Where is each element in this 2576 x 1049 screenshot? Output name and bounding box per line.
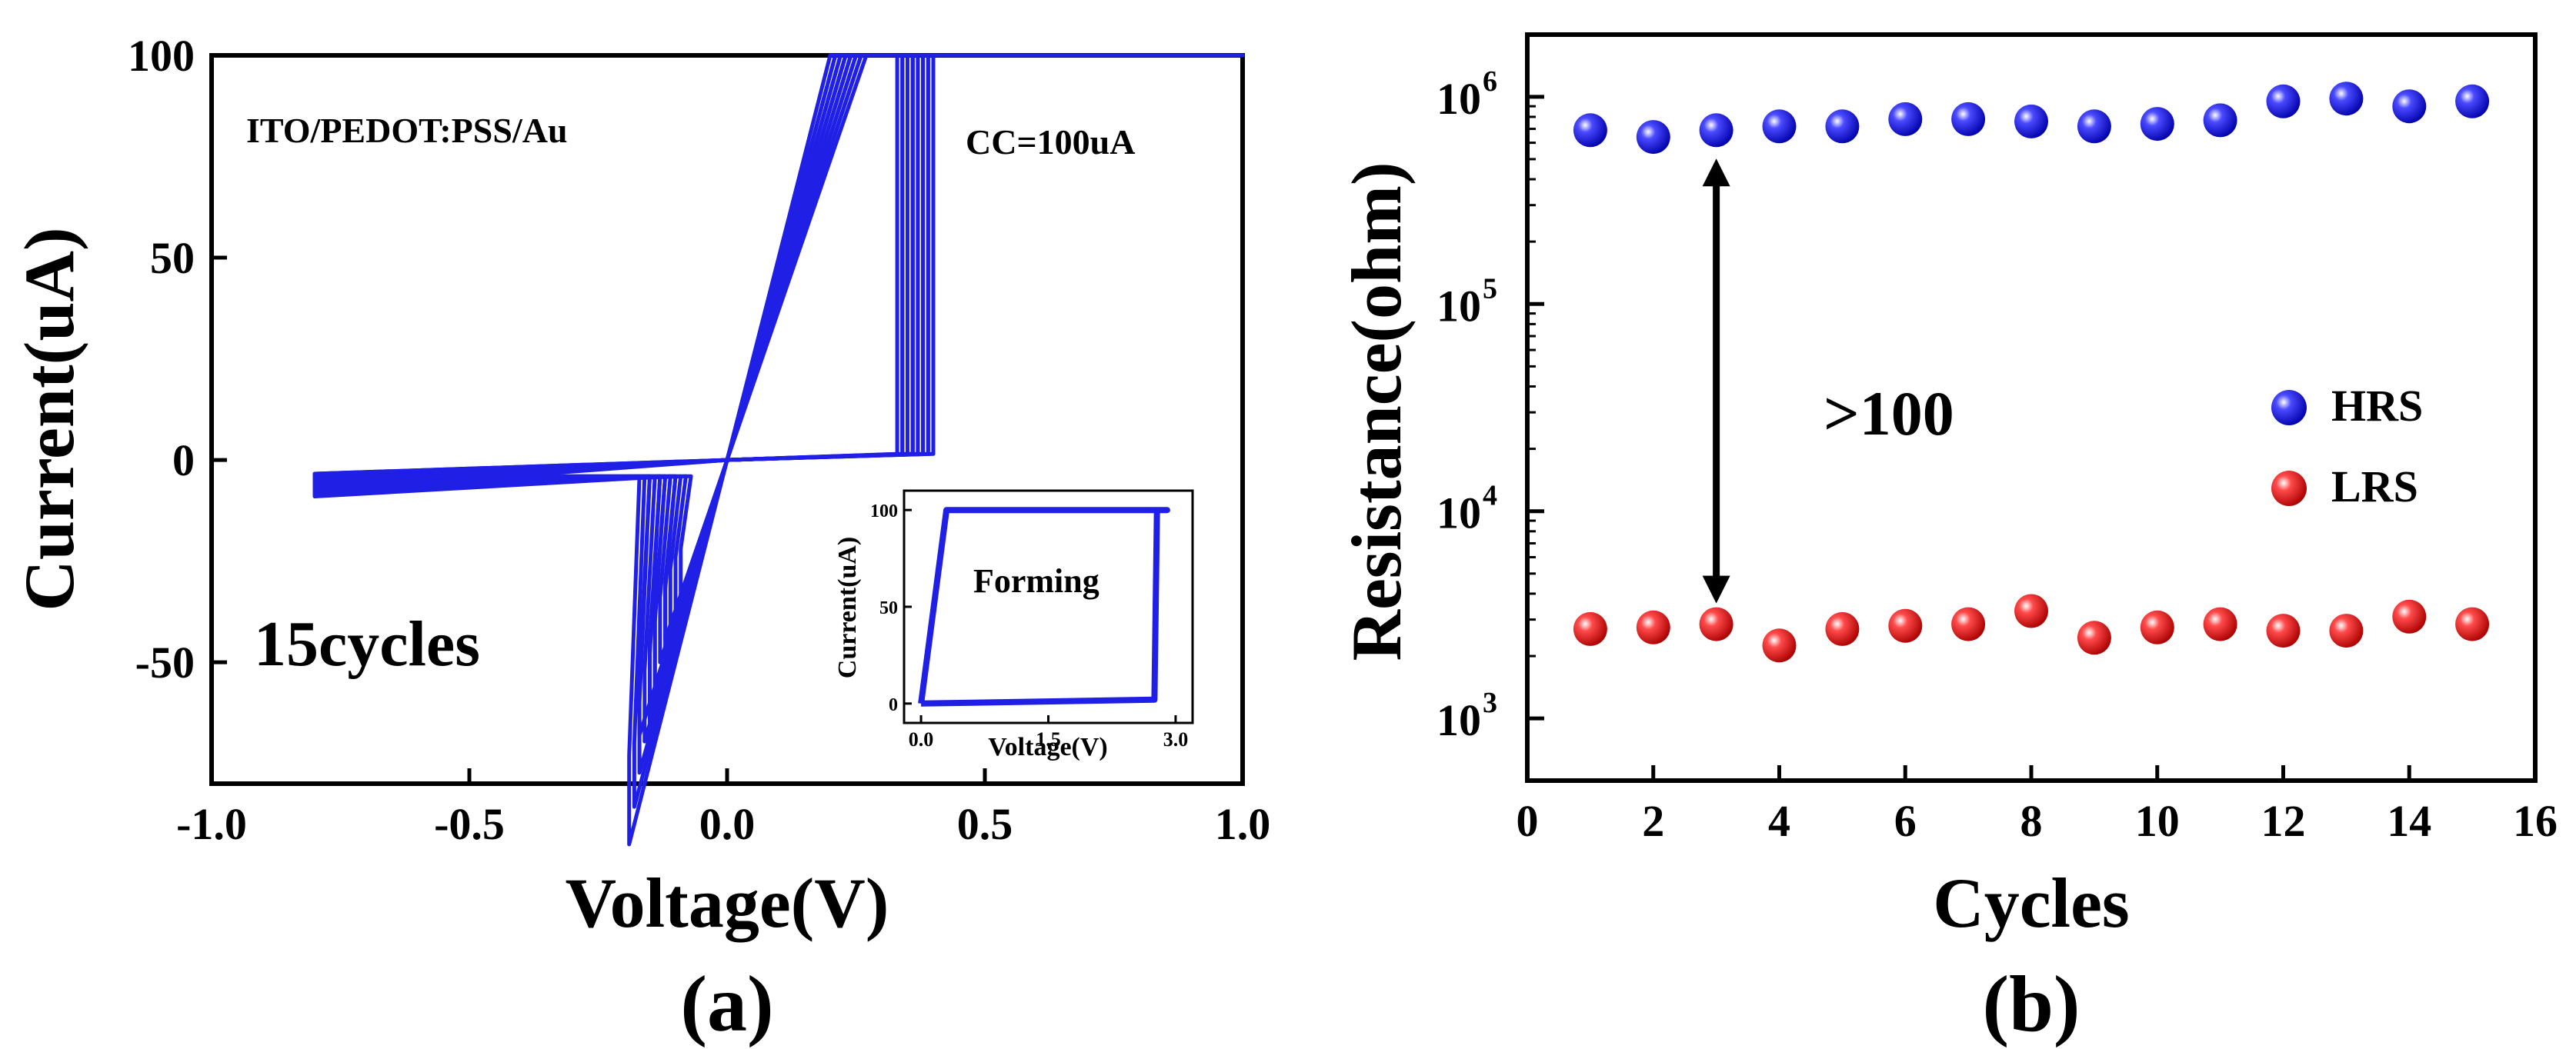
inset-y-axis-label: Current(uA) [833,537,862,678]
y-tick-label-a: 0 [172,435,195,485]
point-hrs [1573,113,1607,148]
point-hrs [2077,109,2111,144]
point-lrs [1636,610,1670,644]
inset-x-tick-label: 3.0 [1163,728,1189,751]
y-tick-exponent-b: 5 [1483,272,1497,305]
point-lrs [2140,610,2174,644]
x-tick-label-b: 8 [2020,796,2043,846]
y-tick-label-b: 10 [1436,695,1481,745]
iv-cycle-curve [312,53,1245,649]
point-hrs [1636,120,1670,155]
legend-label-hrs: HRS [2331,381,2423,431]
x-tick-label-b: 2 [1642,796,1664,846]
y-tick-label-b: 10 [1436,488,1481,538]
point-hrs [1699,113,1733,148]
legend-label-lrs: LRS [2331,461,2418,511]
x-tick-label-b: 6 [1894,796,1917,846]
point-lrs [1825,611,1860,646]
point-lrs [1888,608,1923,643]
inset-x-axis-label: Voltage(V) [988,733,1108,761]
x-tick-label-a: -0.5 [434,799,505,849]
point-lrs [1699,607,1733,641]
compliance-annotation: CC=100uA [966,122,1135,162]
iv-cycle-curve [312,53,1245,847]
x-tick-label-a: 0.0 [699,799,756,849]
panel-label-b: (b) [1982,960,2080,1048]
device-annotation: ITO/PEDOT:PSS/Au [246,111,568,150]
point-hrs [2140,107,2174,142]
y-tick-label-b: 10 [1436,74,1481,124]
x-tick-label-b: 12 [2261,796,2306,846]
point-lrs [2455,607,2490,641]
point-lrs [2392,599,2427,634]
x-tick-label-b: 16 [2513,796,2558,846]
y-tick-label-a: 100 [128,31,195,81]
x-tick-label-b: 4 [1768,796,1790,846]
cycles-annotation: 15cycles [254,608,480,680]
y-tick-exponent-b: 4 [1483,480,1497,512]
legend-marker-lrs [2271,471,2307,506]
point-hrs [2455,84,2490,118]
x-tick-label-b: 14 [2387,796,2431,846]
inset-x-tick-label: 0.0 [909,728,934,751]
iv-cycle-curve [312,53,1245,726]
point-lrs [2014,594,2048,628]
point-lrs [2266,614,2301,648]
panel-label-a: (a) [680,960,773,1048]
y-axis-label-a: Current(uA) [10,227,88,611]
point-lrs [2203,607,2237,641]
x-tick-label-b: 10 [2135,796,2180,846]
point-hrs [1888,102,1923,136]
legend-marker-hrs [2271,390,2307,425]
y-axis-label-b: Resistance(ohm) [1337,162,1416,661]
point-lrs [2329,614,2364,648]
point-hrs [1951,102,1986,136]
x-tick-label-a: 1.0 [1215,799,1271,849]
inset-frame [903,489,1194,724]
iv-cycle-curve [312,53,1245,732]
point-hrs [2014,104,2048,138]
y-tick-label-b: 10 [1436,281,1481,331]
ratio-annotation: >100 [1824,378,1954,448]
legend: HRS LRS [2271,381,2423,511]
point-hrs [1825,109,1860,144]
inset-title: Forming [973,562,1099,600]
inset-chart: 0.0 1.5 3.0 0 50 100 Forming Voltage(V) Curr… [833,489,1194,761]
point-hrs [2329,82,2364,116]
y-tick-label-a: 50 [150,233,195,283]
y-tick-exponent-b: 6 [1483,65,1497,98]
x-tick-label-a: 0.5 [957,799,1013,849]
x-tick-label-b: 0 [1517,796,1539,846]
forming-curve [918,507,1170,707]
x-axis-label-a: Voltage(V) [566,864,889,942]
point-lrs [2077,621,2111,655]
point-hrs [2266,84,2301,118]
point-hrs [2203,103,2237,138]
point-hrs [1762,109,1797,144]
chart-a: -1.0 -0.5 0.0 0.5 1.0 100 50 0 -50 ITO/PEDOT:PS… [10,31,1270,1048]
point-hrs [2392,89,2427,124]
y-tick-label-a: -50 [135,638,195,688]
inset-y-tick-label: 0 [889,695,898,715]
x-axis-label-b: Cycles [1933,864,2129,942]
inset-x-tick-label: 1.5 [1036,728,1061,751]
point-lrs [1951,607,1986,641]
y-tick-exponent-b: 3 [1483,687,1497,719]
inset-y-tick-label: 100 [870,501,898,521]
point-lrs [1762,628,1797,663]
point-lrs [1573,611,1607,646]
x-tick-label-a: -1.0 [176,799,247,849]
inset-y-tick-label: 50 [879,598,898,618]
